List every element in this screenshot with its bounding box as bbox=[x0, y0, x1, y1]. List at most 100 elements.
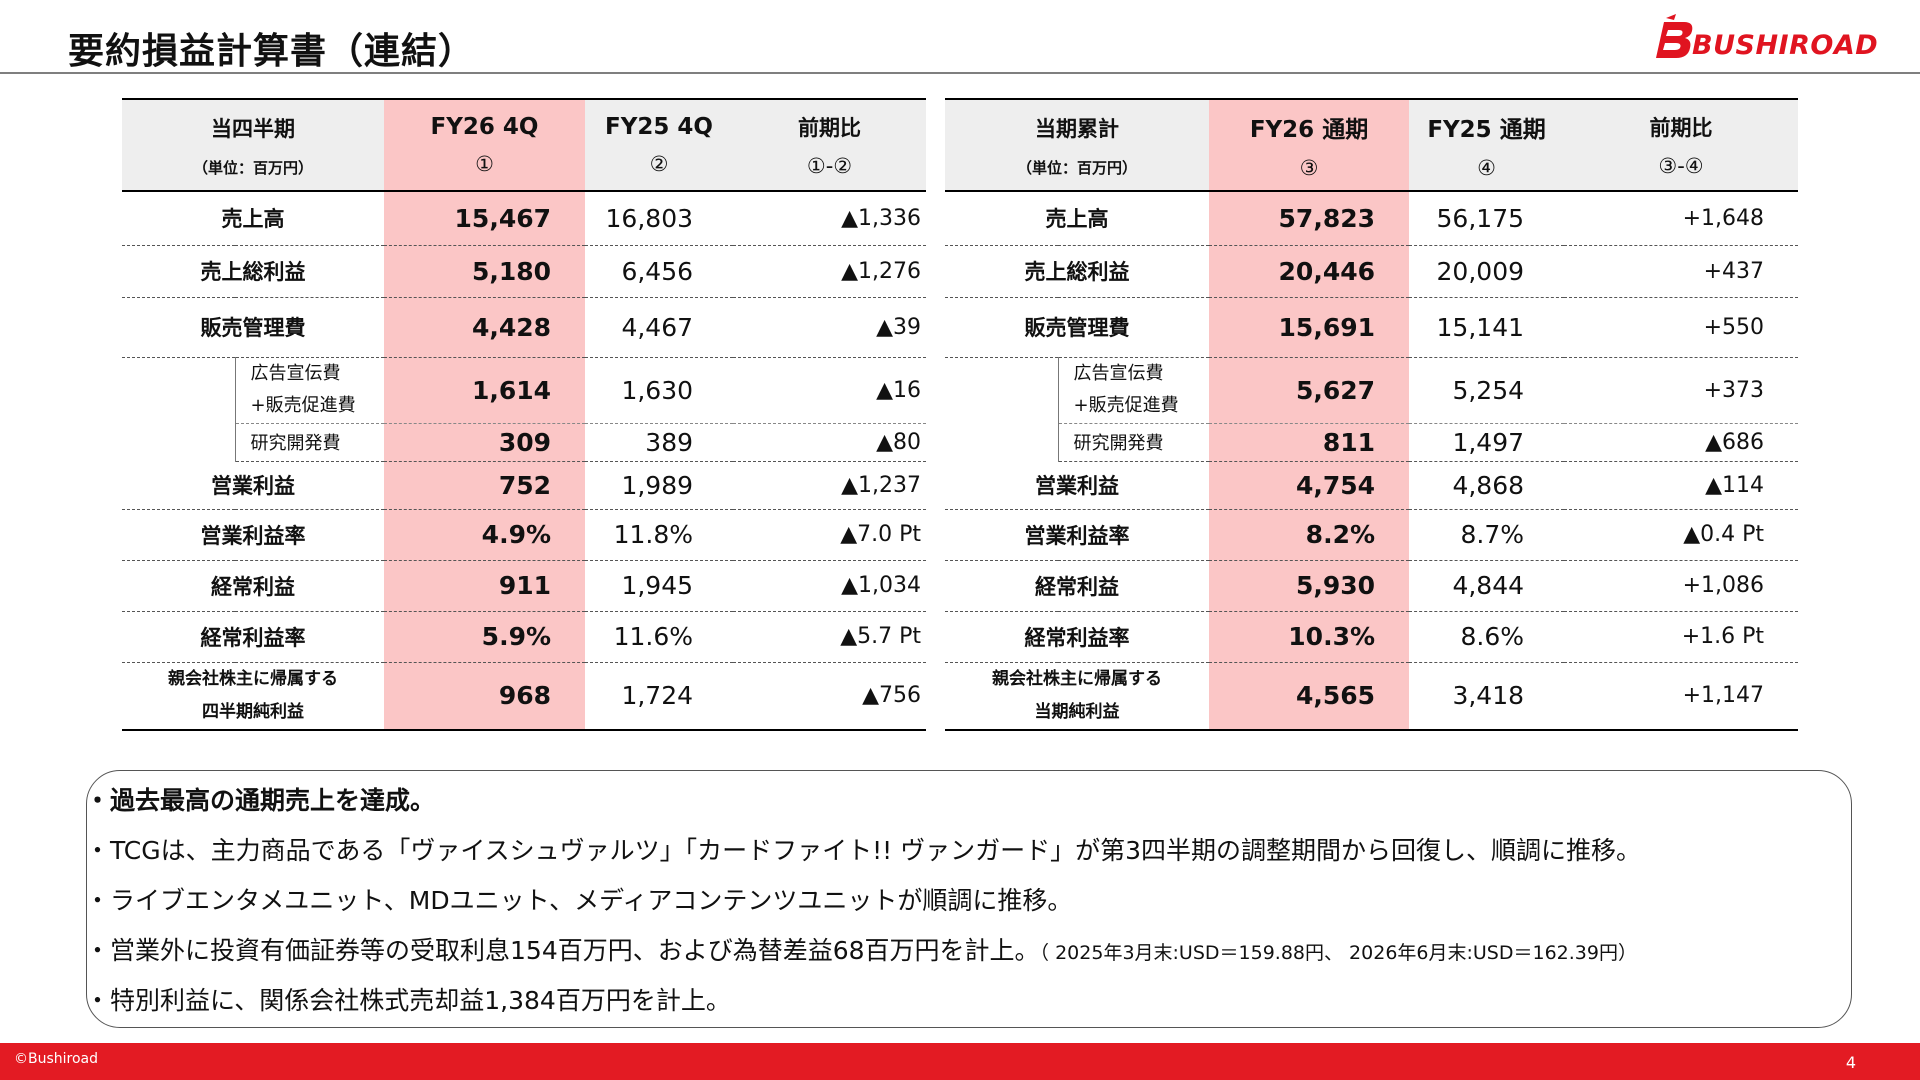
logo-b-mark-icon bbox=[1656, 14, 1693, 58]
table-row: 広告宣伝費 +販売促進費 5,627 5,254 +373 bbox=[945, 357, 1799, 424]
note-item: ・ライブエンタメユニット、MDユニット、メディアコンテンツユニットが順調に推移。 bbox=[85, 886, 1073, 915]
value-current: 5.9% bbox=[384, 611, 586, 663]
value-diff: +1,086 bbox=[1564, 560, 1799, 612]
table-header-row: 当四半期 （単位：百万円） FY26 4Q ① FY25 4Q ② 前期比 ①-… bbox=[122, 98, 927, 192]
label-line2: 四半期純利益 bbox=[202, 701, 304, 722]
value-prior: 1,724 bbox=[585, 662, 734, 731]
value-diff: ▲756 bbox=[733, 662, 927, 731]
value-prior: 8.6% bbox=[1409, 611, 1565, 663]
value-prior: 4,844 bbox=[1409, 560, 1565, 612]
row-label: 売上総利益 bbox=[945, 245, 1210, 298]
header-period-label: 当期累計 bbox=[1035, 116, 1119, 141]
header-prior-sub: ② bbox=[649, 152, 669, 176]
note-item: ・特別利益に、関係会社株式売却益1,384百万円を計上。 bbox=[85, 986, 731, 1015]
page-number: 4 bbox=[1845, 1053, 1856, 1072]
header-unit-label: （単位：百万円） bbox=[1017, 158, 1138, 177]
row-label: 売上総利益 bbox=[122, 245, 385, 298]
value-diff: ▲1,336 bbox=[733, 191, 927, 246]
header-prior-label: FY25 通期 bbox=[1427, 117, 1546, 143]
value-current: 4,754 bbox=[1209, 461, 1410, 510]
annual-pl-table: 当期累計 （単位：百万円） FY26 通期 ③ FY25 通期 ④ 前期比 ③-… bbox=[945, 98, 1799, 731]
note-item: ・過去最高の通期売上を達成。 bbox=[85, 786, 436, 815]
value-prior: 20,009 bbox=[1409, 245, 1565, 298]
header-label-cell: 当期累計 （単位：百万円） bbox=[945, 98, 1210, 192]
row-sublabel: 研究開発費 bbox=[1057, 423, 1210, 462]
row-label: 親会社株主に帰属する 当期純利益 bbox=[945, 662, 1210, 731]
table-row: 売上総利益 5,180 6,456 ▲1,276 bbox=[122, 245, 927, 298]
value-prior: 4,467 bbox=[585, 297, 734, 358]
value-current: 911 bbox=[384, 560, 586, 612]
value-prior: 1,630 bbox=[585, 357, 734, 424]
sublabel-line2: +販売促進費 bbox=[250, 395, 356, 416]
table-row: 営業利益 752 1,989 ▲1,237 bbox=[122, 461, 927, 510]
value-current: 4,565 bbox=[1209, 662, 1410, 731]
header-diff-label: 前期比 bbox=[1649, 116, 1713, 140]
table-row: 販売管理費 4,428 4,467 ▲39 bbox=[122, 297, 927, 358]
header-current-label: FY26 通期 bbox=[1249, 117, 1369, 143]
value-current: 15,691 bbox=[1209, 297, 1410, 358]
value-prior: 3,418 bbox=[1409, 662, 1565, 731]
value-current: 309 bbox=[384, 423, 586, 462]
header-prior-col: FY25 4Q ② bbox=[585, 98, 734, 192]
table-row: 販売管理費 15,691 15,141 +550 bbox=[945, 297, 1799, 358]
value-current: 8.2% bbox=[1209, 509, 1410, 561]
value-diff: ▲1,276 bbox=[733, 245, 927, 298]
value-diff: +1,648 bbox=[1564, 191, 1799, 246]
value-prior: 11.6% bbox=[585, 611, 734, 663]
indent-cell bbox=[945, 357, 1058, 461]
row-label: 経常利益 bbox=[122, 560, 385, 612]
label-line1: 親会社株主に帰属する bbox=[992, 668, 1162, 689]
bushiroad-logo: BUSHIROAD bbox=[1654, 14, 1894, 64]
value-current: 1,614 bbox=[384, 357, 586, 424]
header-current-col: FY26 通期 ③ bbox=[1209, 98, 1410, 192]
table-row: 研究開発費 309 389 ▲80 bbox=[122, 423, 927, 462]
note-item: ・TCGは、主力商品である「ヴァイスシュヴァルツ」「カードファイト!! ヴァンガ… bbox=[85, 836, 1642, 865]
table-row: 経常利益 911 1,945 ▲1,034 bbox=[122, 560, 927, 612]
table-header-row: 当期累計 （単位：百万円） FY26 通期 ③ FY25 通期 ④ 前期比 ③-… bbox=[945, 98, 1799, 192]
indent-cell bbox=[122, 357, 235, 461]
logo-wordmark: BUSHIROAD bbox=[1692, 30, 1879, 61]
header-diff-label: 前期比 bbox=[798, 116, 862, 140]
header-current-label: FY26 4Q bbox=[430, 114, 539, 140]
value-prior: 4,868 bbox=[1409, 461, 1565, 510]
value-diff: ▲16 bbox=[733, 357, 927, 424]
table-row: 売上総利益 20,446 20,009 +437 bbox=[945, 245, 1799, 298]
value-prior: 1,989 bbox=[585, 461, 734, 510]
row-label: 営業利益率 bbox=[122, 509, 385, 561]
note-text: ・営業外に投資有価証券等の受取利息154百万円、および為替差益68百万円を計上。 bbox=[85, 936, 1040, 965]
value-diff: +550 bbox=[1564, 297, 1799, 358]
header-period-label: 当四半期 bbox=[211, 116, 295, 141]
label-line2: 当期純利益 bbox=[1034, 701, 1120, 722]
table-row: 売上高 57,823 56,175 +1,648 bbox=[945, 191, 1799, 246]
value-diff: ▲686 bbox=[1564, 423, 1799, 462]
header-prior-sub: ④ bbox=[1477, 156, 1496, 180]
value-current: 20,446 bbox=[1209, 245, 1410, 298]
value-prior: 5,254 bbox=[1409, 357, 1565, 424]
value-current: 5,627 bbox=[1209, 357, 1410, 424]
value-diff: ▲114 bbox=[1564, 461, 1799, 510]
table-row: 親会社株主に帰属する 四半期純利益 968 1,724 ▲756 bbox=[122, 662, 927, 731]
table-row: 広告宣伝費 +販売促進費 1,614 1,630 ▲16 bbox=[122, 357, 927, 424]
row-label: 営業利益 bbox=[945, 461, 1210, 510]
value-diff: +373 bbox=[1564, 357, 1799, 424]
value-current: 968 bbox=[384, 662, 586, 731]
header-unit-label: （単位：百万円） bbox=[193, 158, 314, 177]
footer-bar: ©Bushiroad 4 bbox=[0, 1043, 1920, 1080]
row-label: 経常利益 bbox=[945, 560, 1210, 612]
copyright-text: ©Bushiroad bbox=[14, 1051, 99, 1067]
row-label: 営業利益 bbox=[122, 461, 385, 510]
row-label: 経常利益率 bbox=[945, 611, 1210, 663]
value-prior: 6,456 bbox=[585, 245, 734, 298]
value-diff: +437 bbox=[1564, 245, 1799, 298]
row-label: 販売管理費 bbox=[945, 297, 1210, 358]
value-diff: +1.6 Pt bbox=[1564, 611, 1799, 663]
table-row: 親会社株主に帰属する 当期純利益 4,565 3,418 +1,147 bbox=[945, 662, 1799, 731]
table-row: 営業利益率 8.2% 8.7% ▲0.4 Pt bbox=[945, 509, 1799, 561]
table-row: 経常利益率 10.3% 8.6% +1.6 Pt bbox=[945, 611, 1799, 663]
table-row: 経常利益率 5.9% 11.6% ▲5.7 Pt bbox=[122, 611, 927, 663]
value-prior: 8.7% bbox=[1409, 509, 1565, 561]
table-row: 売上高 15,467 16,803 ▲1,336 bbox=[122, 191, 927, 246]
header-diff-sub: ①-② bbox=[806, 154, 853, 178]
value-prior: 16,803 bbox=[585, 191, 734, 246]
header-current-sub: ③ bbox=[1299, 156, 1319, 180]
